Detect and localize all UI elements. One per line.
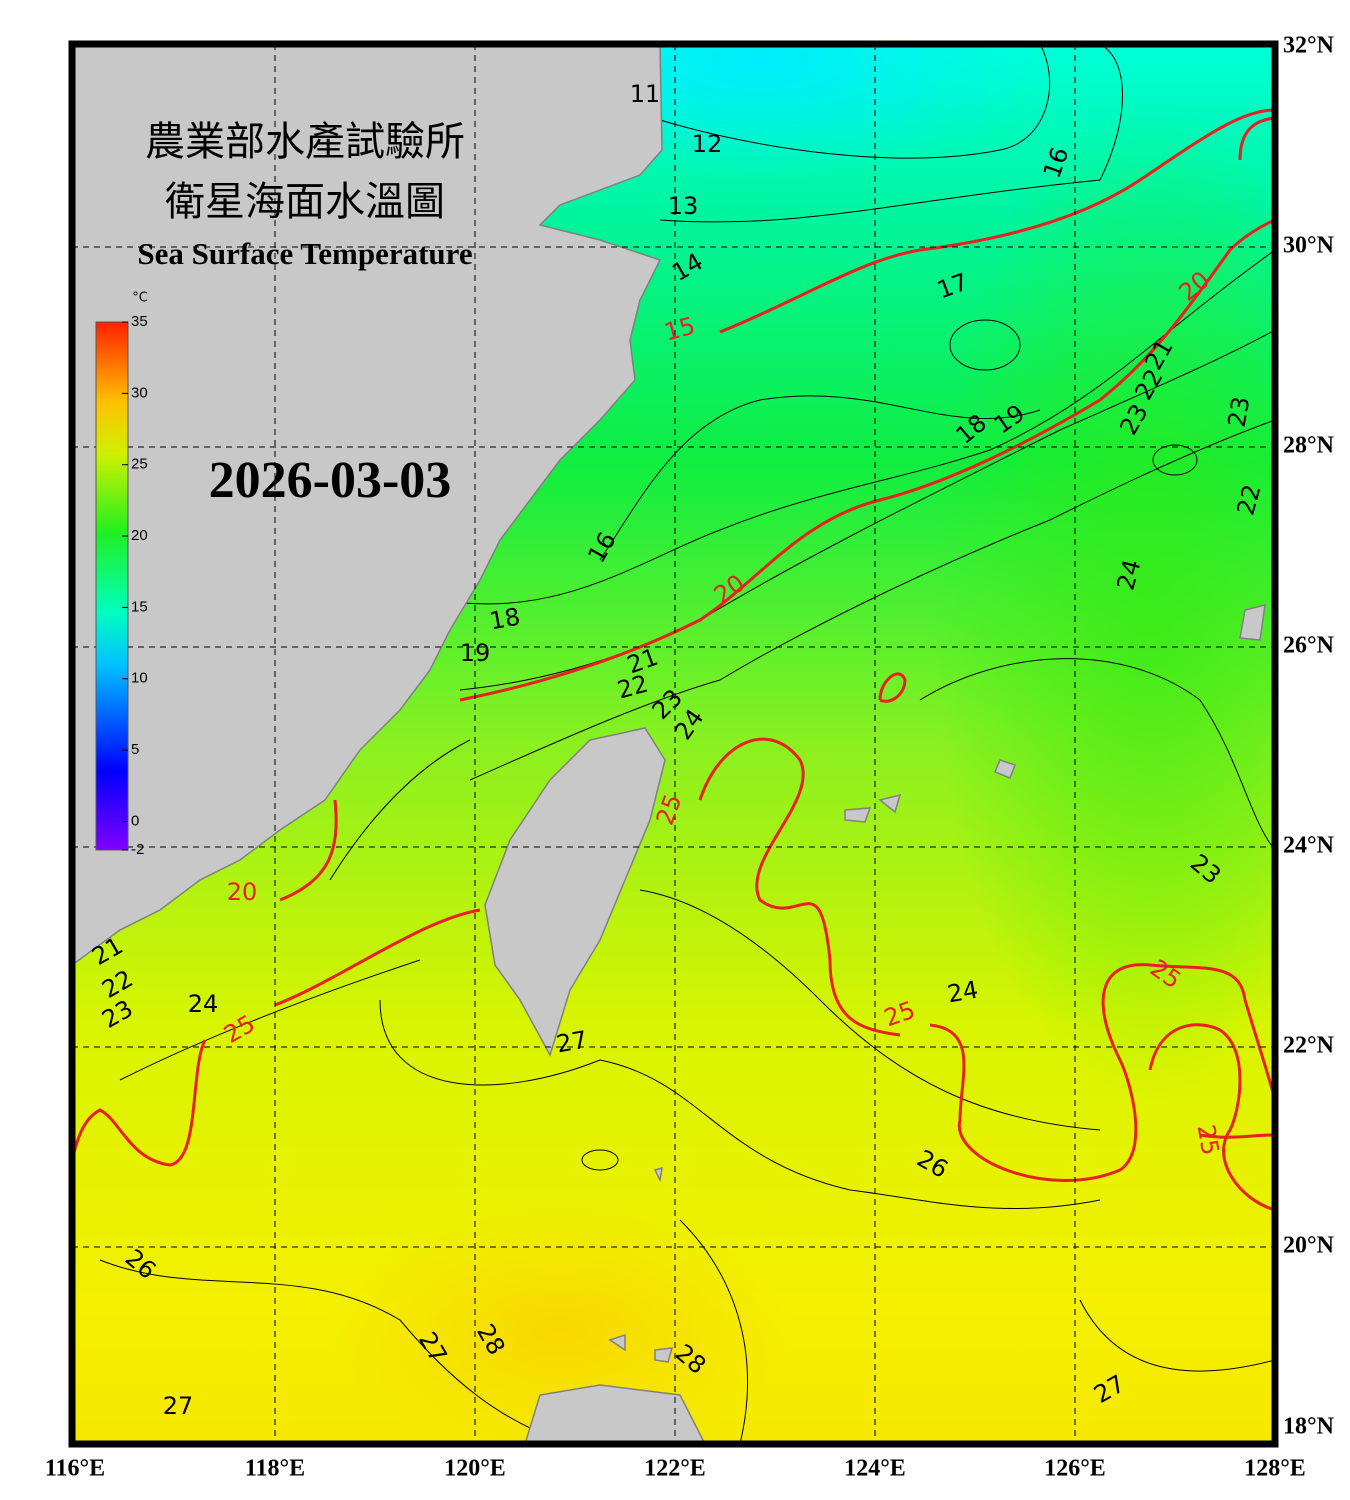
contour-label: 20 bbox=[227, 878, 258, 906]
contour-label: 13 bbox=[668, 192, 699, 220]
colorbar-tick-label: -2 bbox=[131, 841, 144, 858]
contour-label: 27 bbox=[163, 1392, 194, 1420]
title-zh: 農業部水產試驗所 bbox=[145, 119, 465, 165]
date: 2026-03-03 bbox=[209, 452, 452, 509]
colorbar-tick-label: 30 bbox=[131, 384, 148, 401]
subtitle-zh: 衛星海面水溫圖 bbox=[165, 179, 445, 225]
lat-tick-label: 32°N bbox=[1283, 33, 1335, 59]
contour-label: 27 bbox=[554, 1026, 589, 1059]
contour-label: 23 bbox=[1223, 394, 1256, 429]
lat-tick-label: 18°N bbox=[1283, 1414, 1335, 1440]
contour-label: 18 bbox=[487, 603, 522, 636]
colorbar-tick-label: 35 bbox=[131, 313, 148, 330]
contour-label: 24 bbox=[945, 976, 980, 1009]
land bbox=[72, 44, 1266, 1444]
contour-label: 24 bbox=[188, 990, 219, 1018]
contour-label: 12 bbox=[692, 130, 723, 158]
lat-tick-label: 28°N bbox=[1283, 433, 1335, 459]
lon-tick-label: 122°E bbox=[644, 1456, 706, 1482]
china-coast bbox=[72, 44, 663, 966]
lon-tick-label: 120°E bbox=[444, 1456, 506, 1482]
cool-water bbox=[930, 100, 1275, 1100]
lat-tick-label: 22°N bbox=[1283, 1033, 1335, 1059]
taiwan bbox=[484, 727, 666, 1057]
lat-tick-label: 30°N bbox=[1283, 233, 1335, 259]
colorbar-unit: °C bbox=[132, 291, 148, 306]
lon-tick-label: 118°E bbox=[245, 1456, 305, 1482]
lon-tick-label: 126°E bbox=[1044, 1456, 1106, 1482]
colorbar-tick-label: 5 bbox=[131, 741, 139, 758]
colorbar-tick-label: 15 bbox=[131, 598, 148, 615]
colorbar-tick-label: 25 bbox=[131, 456, 148, 473]
lat-tick-label: 20°N bbox=[1283, 1233, 1335, 1259]
map-frame bbox=[68, 40, 1279, 1448]
lat-tick-label: 26°N bbox=[1283, 633, 1335, 659]
map-area bbox=[72, 44, 1275, 1444]
contour-label: 19 bbox=[460, 639, 491, 667]
lon-tick-label: 124°E bbox=[844, 1456, 906, 1482]
contour-label: 11 bbox=[630, 80, 661, 108]
luzon bbox=[524, 1384, 706, 1444]
colorbar bbox=[95, 321, 129, 851]
isotherms-major bbox=[72, 108, 1275, 1212]
colorbar-tick-label: 0 bbox=[131, 812, 139, 829]
title-en: Sea Surface Temperature bbox=[137, 236, 472, 271]
colorbar-tick-label: 10 bbox=[131, 670, 148, 687]
lon-tick-label: 116°E bbox=[45, 1456, 105, 1482]
lat-tick-label: 24°N bbox=[1283, 833, 1335, 859]
colorbar-tick-label: 20 bbox=[131, 527, 148, 544]
lon-tick-label: 128°E bbox=[1244, 1456, 1306, 1482]
contour-label: 25 bbox=[1192, 1122, 1225, 1157]
isotherms bbox=[99, 44, 1275, 1444]
